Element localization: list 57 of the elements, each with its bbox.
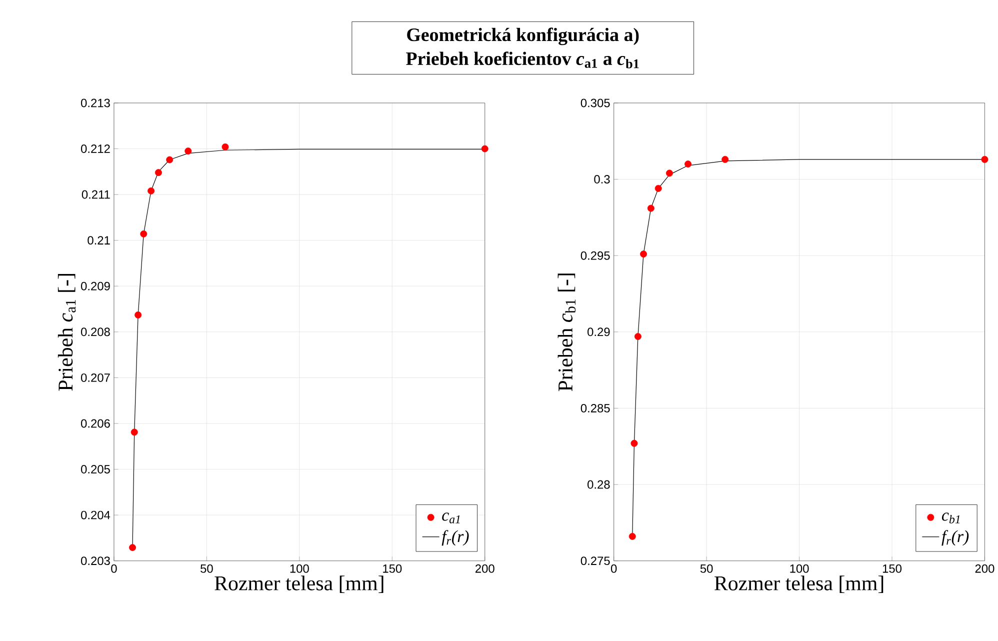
legend-label: c$_{a1}$ [442, 512, 460, 524]
legend-label: f$_{r}$(r) [442, 530, 469, 546]
x-tick-label: 200 [975, 564, 994, 573]
y-tick-label: 0.285 [580, 404, 610, 413]
chart-title: Geometrická konfigurácia a) Priebeh koeficientov c$_{a1}$ a c$_{b1}$ [406, 28, 639, 68]
y-tick-label: 0.213 [81, 98, 110, 108]
point [634, 333, 642, 340]
point [666, 170, 673, 177]
y-tick-label: 0.305 [580, 98, 610, 108]
point [722, 156, 729, 164]
y-tick-label: 0.275 [580, 556, 610, 566]
point [684, 160, 692, 168]
x-tick-label: 150 [882, 564, 902, 573]
y-tick-label: 0.209 [81, 282, 110, 290]
x-tick-label: 100 [290, 564, 309, 573]
point [481, 145, 488, 152]
x-tick-label: 200 [475, 564, 494, 573]
point [166, 156, 174, 164]
y-tick-label: 0.207 [81, 374, 110, 382]
y-tick-label: 0.211 [82, 190, 110, 199]
y-tick-label: 0.203 [81, 556, 110, 566]
point [981, 156, 988, 164]
y-tick-label: 0.206 [81, 419, 110, 428]
legend-label: f$_{r}$(r) [942, 530, 969, 546]
x-tick-label: 50 [700, 564, 713, 573]
point [134, 312, 142, 319]
x-tick-label: 150 [383, 564, 402, 573]
point [630, 440, 638, 447]
x-tick-label: 100 [790, 564, 809, 573]
y-tick-label: 0.204 [81, 510, 110, 520]
point [140, 230, 148, 238]
y-axis-title: Priebeh c$_{b1}$ [-] [558, 274, 576, 392]
point [184, 148, 192, 155]
point [154, 169, 162, 176]
y-tick-label: 0.29 [588, 328, 610, 336]
y-tick-label: 0.3 [594, 175, 610, 184]
point [628, 533, 636, 540]
y-tick-label: 0.205 [81, 465, 110, 474]
y-tick-label: 0.212 [81, 144, 110, 154]
point [640, 250, 647, 258]
x-axis-title: Rozmer telesa [mm] [714, 576, 884, 594]
y-tick-label: 0.21 [88, 236, 110, 245]
point [647, 204, 654, 212]
y-tick-label: 0.295 [580, 251, 610, 260]
legend-label: c$_{b1}$ [942, 512, 960, 524]
x-tick-label: 50 [200, 564, 213, 573]
x-tick-label: 0 [111, 564, 117, 573]
x-axis-title: Rozmer telesa [mm] [214, 576, 384, 594]
y-tick-label: 0.28 [588, 480, 610, 489]
point [130, 428, 138, 436]
y-tick-label: 0.208 [81, 328, 110, 336]
point [129, 544, 136, 552]
point [222, 144, 229, 150]
point [654, 185, 662, 192]
y-axis-title: Priebeh c$_{a1}$ [-] [58, 274, 76, 391]
x-tick-label: 0 [610, 564, 617, 573]
point [148, 187, 155, 194]
